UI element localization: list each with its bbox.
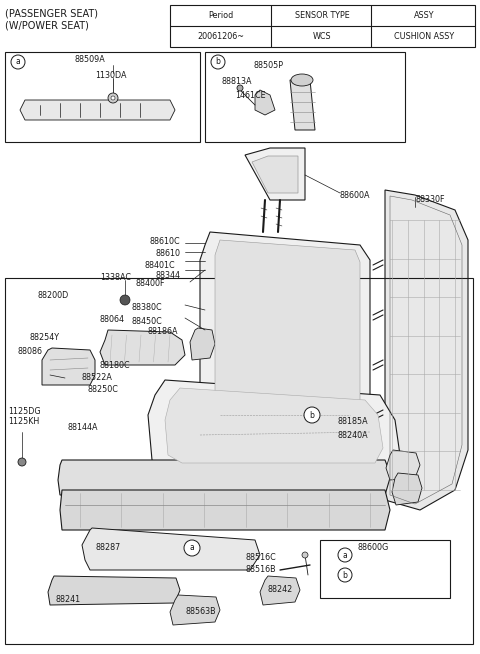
- Text: 88086: 88086: [18, 347, 43, 356]
- Text: (PASSENGER SEAT): (PASSENGER SEAT): [5, 9, 98, 19]
- Polygon shape: [200, 232, 370, 445]
- Circle shape: [120, 295, 130, 305]
- Text: 1338AC: 1338AC: [100, 273, 131, 283]
- Text: 88563B: 88563B: [185, 608, 216, 617]
- Text: b: b: [310, 411, 314, 419]
- Text: 88240A: 88240A: [338, 430, 369, 439]
- Circle shape: [237, 85, 243, 91]
- Text: 88254Y: 88254Y: [30, 332, 60, 341]
- Circle shape: [211, 55, 225, 69]
- Text: a: a: [16, 58, 20, 67]
- Text: 88330F: 88330F: [415, 196, 444, 205]
- Polygon shape: [20, 100, 175, 120]
- Text: 88400F: 88400F: [135, 279, 165, 288]
- Polygon shape: [386, 450, 420, 480]
- Polygon shape: [215, 240, 360, 430]
- Text: b: b: [216, 58, 220, 67]
- Polygon shape: [210, 430, 370, 460]
- Text: 88144A: 88144A: [68, 424, 98, 432]
- Polygon shape: [392, 473, 422, 505]
- Polygon shape: [82, 528, 260, 570]
- Text: 88180C: 88180C: [100, 362, 131, 371]
- Text: SENSOR TYPE: SENSOR TYPE: [295, 11, 350, 20]
- Text: CUSHION ASSY: CUSHION ASSY: [394, 32, 454, 41]
- Polygon shape: [255, 90, 275, 115]
- Circle shape: [11, 55, 25, 69]
- Text: 20061206~: 20061206~: [197, 32, 244, 41]
- Circle shape: [111, 96, 115, 100]
- Text: 1130DA: 1130DA: [95, 71, 127, 80]
- Text: 88185A: 88185A: [338, 417, 369, 426]
- Text: 88401C: 88401C: [144, 260, 175, 269]
- Text: WCS: WCS: [313, 32, 332, 41]
- Text: 88610: 88610: [155, 249, 180, 258]
- Text: 88242: 88242: [268, 585, 293, 594]
- Polygon shape: [260, 576, 300, 605]
- Polygon shape: [252, 156, 298, 193]
- Circle shape: [302, 552, 308, 558]
- Polygon shape: [385, 190, 468, 510]
- Polygon shape: [42, 348, 95, 385]
- Bar: [170, 5, 475, 47]
- Bar: [205, 52, 405, 142]
- Text: 88064: 88064: [100, 315, 125, 324]
- Text: 88813A: 88813A: [222, 78, 252, 86]
- Text: 88450C: 88450C: [131, 317, 162, 326]
- Text: 88516C: 88516C: [245, 553, 276, 562]
- Polygon shape: [58, 460, 390, 495]
- Text: 88600G: 88600G: [358, 543, 389, 553]
- Text: 88250C: 88250C: [88, 385, 119, 394]
- Text: 1461CE: 1461CE: [235, 90, 265, 99]
- Polygon shape: [245, 148, 305, 200]
- Text: 88600A: 88600A: [340, 190, 371, 199]
- Polygon shape: [165, 388, 383, 463]
- Text: 88380C: 88380C: [132, 303, 162, 313]
- Text: 88344: 88344: [155, 271, 180, 281]
- Ellipse shape: [291, 74, 313, 86]
- Text: 88509A: 88509A: [74, 56, 106, 65]
- Polygon shape: [60, 490, 390, 530]
- Circle shape: [108, 93, 118, 103]
- Text: 1125KH: 1125KH: [8, 417, 39, 426]
- Text: 88186A: 88186A: [148, 328, 179, 337]
- Bar: [320, 540, 450, 598]
- Text: 88505P: 88505P: [253, 61, 283, 69]
- Text: b: b: [343, 570, 348, 579]
- Bar: [5, 52, 200, 142]
- Circle shape: [338, 548, 352, 562]
- Text: 1125DG: 1125DG: [8, 407, 41, 417]
- Text: 88610C: 88610C: [149, 237, 180, 247]
- Polygon shape: [100, 330, 185, 365]
- Text: Period: Period: [208, 11, 233, 20]
- Text: a: a: [343, 551, 348, 560]
- Text: 88200D: 88200D: [38, 290, 69, 300]
- Text: 88516B: 88516B: [245, 566, 276, 574]
- Polygon shape: [190, 328, 215, 360]
- Circle shape: [304, 407, 320, 423]
- Text: 88287: 88287: [95, 543, 120, 553]
- Text: a: a: [190, 543, 194, 553]
- Polygon shape: [48, 576, 180, 605]
- Text: ASSY: ASSY: [414, 11, 434, 20]
- Polygon shape: [170, 595, 220, 625]
- Polygon shape: [290, 80, 315, 130]
- Text: 88241: 88241: [55, 596, 80, 604]
- Circle shape: [338, 568, 352, 582]
- Text: 88522A: 88522A: [82, 373, 113, 383]
- Circle shape: [18, 458, 26, 466]
- Polygon shape: [148, 380, 400, 470]
- Text: (W/POWER SEAT): (W/POWER SEAT): [5, 21, 89, 31]
- Bar: [5, 278, 473, 644]
- Circle shape: [184, 540, 200, 556]
